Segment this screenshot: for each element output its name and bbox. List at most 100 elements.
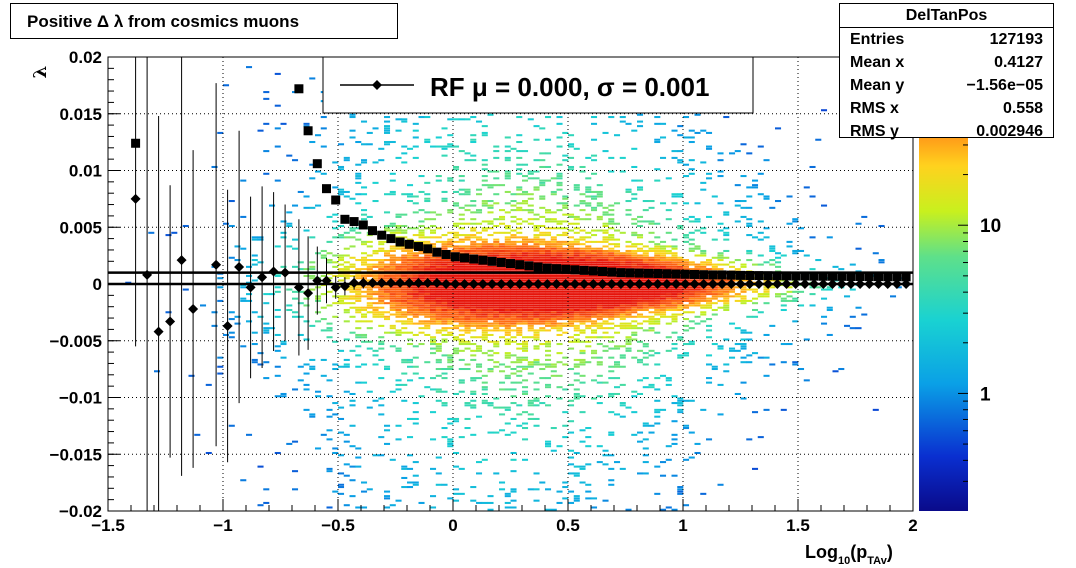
heat-cell bbox=[424, 361, 431, 364]
heat-cell bbox=[527, 313, 534, 316]
heat-cell bbox=[573, 243, 580, 246]
heat-cell bbox=[458, 338, 465, 341]
heat-cell bbox=[602, 213, 609, 216]
heat-cell bbox=[499, 222, 506, 225]
heat-cell bbox=[453, 297, 460, 300]
heat-cell bbox=[619, 170, 626, 173]
heat-cell bbox=[395, 331, 402, 334]
heat-cell bbox=[637, 304, 644, 307]
heat-cell bbox=[527, 336, 534, 339]
sigma-point bbox=[515, 260, 525, 270]
stats-row-mean-x: Mean x 0.4127 bbox=[840, 51, 1053, 74]
heat-cell bbox=[458, 358, 465, 361]
heat-cell bbox=[263, 122, 270, 125]
heat-cell bbox=[476, 322, 483, 325]
heat-cell bbox=[700, 311, 707, 314]
heat-cell bbox=[487, 200, 494, 203]
heat-cell bbox=[205, 451, 212, 455]
heat-cell bbox=[585, 218, 592, 221]
heat-cell bbox=[619, 252, 626, 255]
heat-cell bbox=[734, 200, 741, 203]
heat-cell bbox=[522, 277, 529, 280]
heat-cell bbox=[476, 236, 483, 239]
heat-cell bbox=[654, 290, 661, 293]
heat-cell bbox=[821, 109, 828, 112]
x-tick-label: 1 bbox=[678, 516, 687, 535]
heat-cell bbox=[619, 467, 626, 470]
heat-cell bbox=[401, 306, 408, 309]
heat-cell bbox=[510, 354, 517, 357]
sigma-point bbox=[487, 256, 497, 266]
heat-cell bbox=[424, 140, 431, 144]
heat-cell bbox=[435, 179, 442, 182]
heat-cell bbox=[706, 324, 713, 327]
heat-cell bbox=[343, 358, 350, 361]
heat-cell bbox=[625, 200, 632, 203]
heat-cell bbox=[740, 381, 747, 384]
heat-cell bbox=[631, 252, 638, 255]
stats-title: DelTanPos bbox=[840, 4, 1053, 28]
heat-cell bbox=[642, 209, 649, 212]
heat-cell bbox=[516, 313, 523, 316]
heat-cell bbox=[441, 290, 448, 293]
heat-cell bbox=[510, 490, 517, 493]
heat-cell bbox=[516, 156, 523, 159]
heat-cell bbox=[389, 290, 396, 293]
heat-cell bbox=[660, 313, 667, 316]
heat-cell bbox=[435, 299, 442, 302]
heat-cell bbox=[550, 297, 557, 300]
heat-cell bbox=[527, 249, 534, 252]
mean-point bbox=[689, 279, 700, 289]
heat-cell bbox=[522, 392, 529, 396]
heat-cell bbox=[286, 222, 293, 225]
heat-cell bbox=[435, 358, 442, 361]
heat-cell bbox=[677, 263, 684, 266]
heat-cell bbox=[608, 315, 615, 318]
heat-cell bbox=[412, 279, 419, 282]
heat-cell bbox=[723, 263, 730, 266]
heat-cell bbox=[683, 163, 690, 166]
heat-cell bbox=[562, 322, 569, 325]
heat-cell bbox=[504, 254, 511, 257]
heat-cell bbox=[556, 324, 563, 327]
heat-cell bbox=[476, 279, 483, 282]
heat-cell bbox=[585, 236, 592, 239]
heat-cell bbox=[539, 329, 546, 332]
heat-cell bbox=[545, 365, 552, 368]
heat-cell bbox=[671, 402, 678, 405]
heat-cell bbox=[470, 245, 477, 248]
heat-cell bbox=[700, 252, 707, 255]
heat-cell bbox=[338, 236, 345, 239]
heat-cell bbox=[631, 218, 638, 221]
heat-cell bbox=[642, 308, 649, 312]
heat-cell bbox=[516, 365, 523, 368]
heat-cell bbox=[384, 274, 391, 277]
heat-cell bbox=[539, 179, 546, 182]
heat-cell bbox=[504, 365, 511, 368]
heat-cell bbox=[487, 204, 494, 207]
heat-cell bbox=[470, 379, 477, 382]
mean-point bbox=[864, 279, 875, 289]
heat-cell bbox=[556, 122, 563, 125]
heat-cell bbox=[614, 461, 621, 464]
heat-cell bbox=[412, 311, 419, 314]
heat-cell bbox=[332, 490, 339, 493]
heat-cell bbox=[274, 145, 281, 148]
heat-cell bbox=[476, 277, 483, 280]
mean-point bbox=[268, 266, 279, 277]
heat-cell bbox=[855, 327, 862, 330]
heat-cell bbox=[424, 306, 431, 309]
heat-cell bbox=[706, 259, 713, 262]
heat-cell bbox=[487, 234, 494, 237]
heat-cell bbox=[527, 277, 534, 280]
heat-cell bbox=[556, 188, 563, 191]
heat-cell bbox=[453, 231, 460, 234]
heat-cell bbox=[752, 411, 759, 414]
heat-cell bbox=[499, 306, 506, 309]
heat-cell bbox=[556, 240, 563, 243]
heat-cell bbox=[487, 265, 494, 268]
heat-cell bbox=[711, 286, 718, 289]
heat-cell bbox=[430, 295, 437, 298]
heat-cell bbox=[510, 322, 517, 325]
heat-cell bbox=[619, 322, 626, 325]
